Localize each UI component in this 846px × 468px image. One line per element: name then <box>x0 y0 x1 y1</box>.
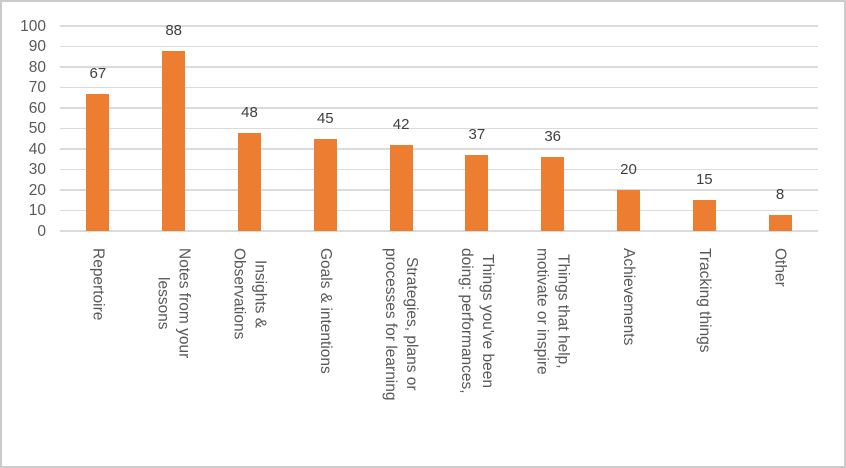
category-label: Tracking things <box>695 248 713 353</box>
category-label: Other <box>771 248 789 287</box>
bar-value-label: 37 <box>468 126 486 144</box>
bar-value-label: 20 <box>620 161 637 178</box>
gridline <box>60 168 818 171</box>
y-tick-label: 10 <box>28 202 46 219</box>
bar <box>86 93 110 231</box>
category-label: Repertoire <box>89 248 107 321</box>
y-tick-label: 40 <box>28 140 46 158</box>
bar <box>162 50 186 231</box>
bar-value-label: 8 <box>775 185 785 203</box>
bar <box>617 190 640 231</box>
gridline <box>60 209 818 212</box>
y-tick-label: 60 <box>28 99 46 117</box>
y-tick-label: 80 <box>28 58 46 76</box>
category-label: Things that help, motivate or inspire <box>533 248 572 375</box>
bar-value-label: 36 <box>544 128 562 146</box>
gridline <box>60 189 818 191</box>
y-tick-label: 100 <box>20 17 46 35</box>
gridline <box>60 45 818 48</box>
y-tick-label: 90 <box>28 38 46 55</box>
x-axis-line <box>60 230 818 232</box>
y-tick-label: 70 <box>28 79 46 96</box>
bar <box>389 144 413 231</box>
bar <box>692 200 716 231</box>
gridline <box>60 86 818 89</box>
y-tick-label: 0 <box>37 222 46 240</box>
category-label: Insights & Observations <box>230 248 269 340</box>
category-label: Goals & intentions <box>316 248 334 374</box>
bar-value-label: 67 <box>89 64 107 82</box>
gridline <box>60 107 818 109</box>
category-label: Notes from your lessons <box>154 248 193 359</box>
gridline <box>60 66 818 68</box>
bar-value-label: 15 <box>695 171 713 189</box>
category-label: Things you've been doing: performances, <box>457 248 496 394</box>
bar-value-label: 48 <box>241 103 258 121</box>
bar <box>768 214 792 231</box>
bar-value-label: 42 <box>392 115 410 133</box>
y-tick-label: 50 <box>28 120 46 137</box>
bar <box>465 155 489 231</box>
y-tick-label: 30 <box>28 161 46 178</box>
category-label: Achievements <box>620 248 637 346</box>
bar <box>313 138 337 231</box>
gridline <box>60 25 818 27</box>
bar <box>541 157 565 231</box>
gridline <box>60 148 818 150</box>
bar <box>238 132 261 231</box>
gridline <box>60 127 818 130</box>
y-tick-label: 20 <box>28 181 46 199</box>
bar-value-label: 45 <box>316 109 334 127</box>
bar-value-label: 88 <box>165 21 183 39</box>
category-label: Strategies, plans or processes for learn… <box>382 248 421 401</box>
